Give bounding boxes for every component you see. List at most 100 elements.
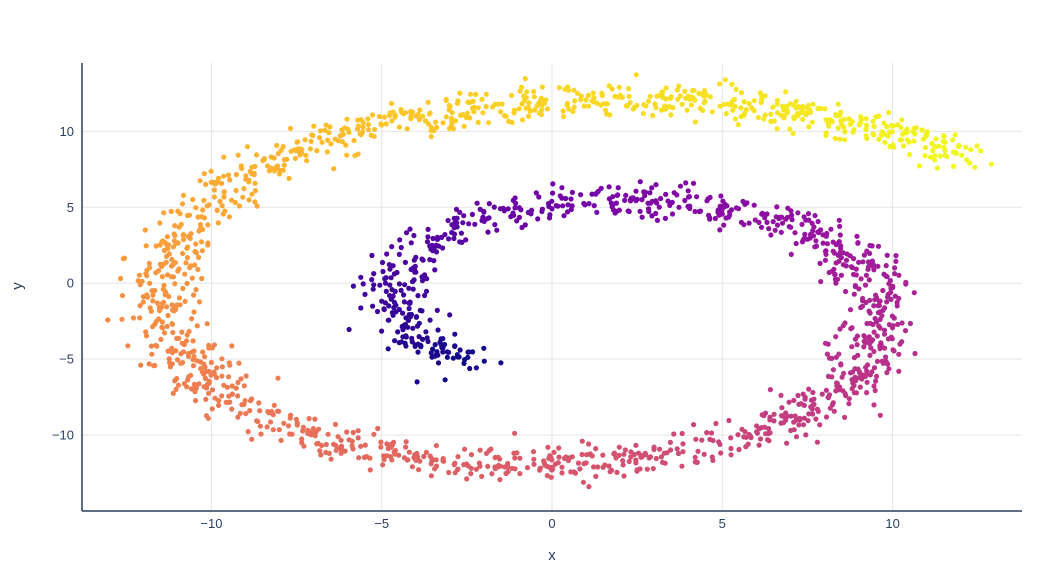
scatter-point <box>354 126 361 132</box>
scatter-point <box>561 455 568 461</box>
scatter-point <box>883 263 889 269</box>
scatter-point <box>241 383 247 389</box>
scatter-point <box>589 98 595 104</box>
scatter-point <box>594 209 600 215</box>
scatter-point <box>851 256 857 262</box>
scatter-point <box>219 373 225 379</box>
scatter-point <box>199 226 206 232</box>
scatter-point <box>774 204 780 210</box>
scatter-point <box>146 361 152 367</box>
scatter-point <box>201 371 207 377</box>
scatter-point <box>311 123 317 129</box>
tick-layer: −10 −5 0 5 10 −10 −5 0 5 10 <box>52 124 900 531</box>
scatter-point <box>403 343 409 349</box>
scatter-point <box>713 420 719 427</box>
scatter-point <box>215 220 221 226</box>
scatter-point <box>548 474 554 480</box>
scatter-point <box>585 92 592 98</box>
scatter-point <box>606 184 612 190</box>
scatter-point <box>869 243 875 249</box>
scatter-point <box>446 107 452 113</box>
scatter-point <box>962 144 969 150</box>
scatter-point <box>850 380 856 386</box>
scatter-point <box>614 208 620 214</box>
scatter-point <box>328 456 334 462</box>
scatter-point <box>736 446 742 453</box>
scatter-point <box>876 113 882 119</box>
scatter-point <box>392 288 398 294</box>
scatter-point <box>187 235 193 241</box>
scatter-point <box>158 336 164 342</box>
scatter-point <box>703 92 710 98</box>
scatter-point <box>879 313 885 319</box>
scatter-point <box>866 334 872 340</box>
scatter-point <box>591 203 597 209</box>
scatter-point <box>720 198 726 204</box>
scatter-point <box>165 348 171 354</box>
scatter-point <box>380 268 386 275</box>
scatter-point <box>440 245 446 251</box>
scatter-point <box>400 327 406 333</box>
scatter-point <box>413 451 419 458</box>
scatter-point <box>381 114 388 120</box>
scatter-point <box>911 290 917 296</box>
scatter-point <box>390 263 396 269</box>
scatter-point <box>166 251 172 257</box>
scatter-point <box>458 230 464 236</box>
scatter-point <box>841 370 847 376</box>
scatter-point <box>878 340 884 346</box>
scatter-point <box>299 436 305 442</box>
scatter-point <box>400 310 406 316</box>
scatter-point <box>855 240 861 246</box>
scatter-point <box>184 280 190 287</box>
scatter-point <box>556 454 562 460</box>
scatter-point <box>227 362 233 368</box>
scatter-point <box>339 139 345 145</box>
scatter-point <box>401 292 407 298</box>
scatter-point <box>774 126 780 132</box>
scatter-point <box>149 351 155 357</box>
scatter-point <box>184 332 190 338</box>
scatter-point <box>654 200 660 206</box>
scatter-point <box>216 402 222 408</box>
scatter-point <box>825 373 832 379</box>
scatter-point <box>719 207 725 213</box>
scatter-point <box>717 103 723 109</box>
scatter-point <box>398 287 404 293</box>
scatter-point <box>798 401 804 407</box>
scatter-point <box>387 110 393 116</box>
scatter-point <box>805 418 811 424</box>
scatter-point <box>150 292 156 298</box>
scatter-point <box>561 114 567 120</box>
scatter-point <box>707 436 713 442</box>
scatter-point <box>161 330 168 336</box>
scatter-point <box>208 168 214 174</box>
scatter-point <box>865 259 872 265</box>
scatter-point <box>401 322 407 328</box>
scatter-point <box>717 203 723 209</box>
scatter-point <box>858 117 864 123</box>
scatter-point <box>202 364 208 370</box>
scatter-point <box>746 220 752 226</box>
scatter-point <box>539 208 545 215</box>
scatter-point <box>440 458 446 464</box>
scatter-point <box>627 100 633 106</box>
scatter-point <box>323 449 329 456</box>
scatter-point <box>252 199 258 205</box>
scatter-point <box>864 379 870 385</box>
scatter-point <box>856 122 862 128</box>
scatter-point <box>502 464 508 470</box>
scatter-point <box>175 240 181 246</box>
scatter-point <box>219 364 225 370</box>
scatter-point <box>694 194 700 200</box>
scatter-point <box>637 466 643 472</box>
scatter-point <box>778 392 784 398</box>
scatter-point <box>375 425 381 432</box>
scatter-point <box>696 90 702 96</box>
scatter-point <box>169 345 175 351</box>
scatter-point <box>181 236 187 243</box>
scatter-point <box>435 327 441 333</box>
scatter-point <box>332 421 339 427</box>
scatter-point <box>892 265 898 271</box>
scatter-point <box>511 107 517 113</box>
